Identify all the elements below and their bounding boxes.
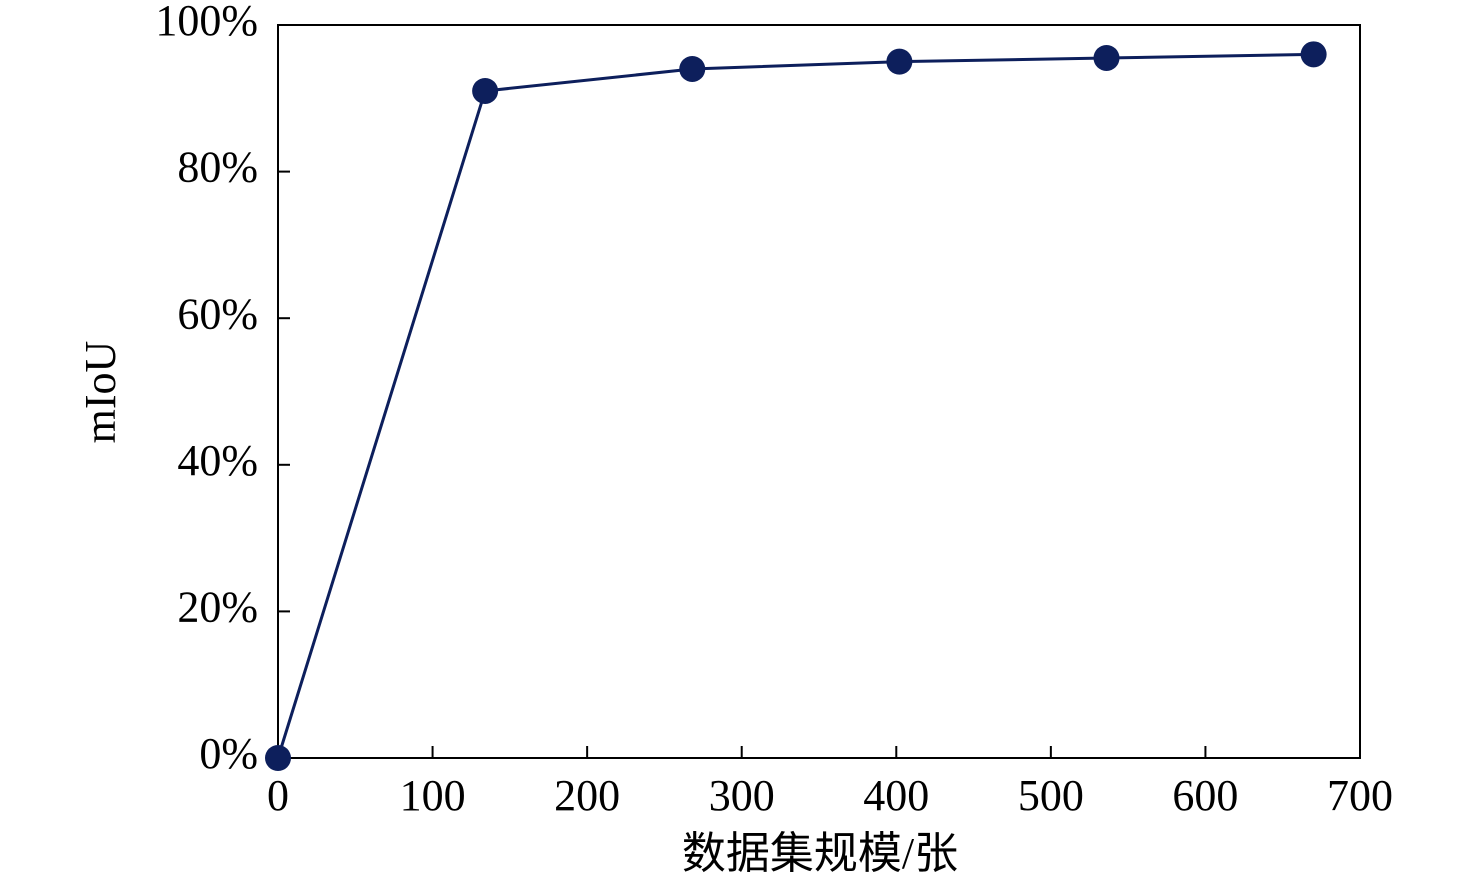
x-tick-label: 0 <box>267 771 289 820</box>
point <box>679 55 706 82</box>
y-tick-label: 0% <box>199 729 258 778</box>
point <box>1300 41 1327 68</box>
point <box>265 745 291 771</box>
y-tick-label: 40% <box>177 436 258 485</box>
x-tick-label: 300 <box>709 771 775 820</box>
y-tick-label: 80% <box>177 143 258 192</box>
x-tick-label: 400 <box>863 771 929 820</box>
x-tick-label: 200 <box>554 771 620 820</box>
x-tick-label: 700 <box>1327 771 1393 820</box>
point <box>886 48 913 75</box>
x-tick-label: 100 <box>400 771 466 820</box>
y-axis-label: mIoU <box>76 341 125 444</box>
point <box>472 77 499 104</box>
y-tick-label: 60% <box>177 289 258 338</box>
x-tick-label: 600 <box>1172 771 1238 820</box>
y-tick-label: 20% <box>177 582 258 631</box>
y-tick-label: 100% <box>155 0 258 45</box>
x-axis-label: 数据集规模/张 <box>682 829 958 878</box>
x-tick-label: 500 <box>1018 771 1084 820</box>
plot-frame <box>277 24 1361 759</box>
line <box>276 52 1314 759</box>
point <box>1093 44 1120 71</box>
